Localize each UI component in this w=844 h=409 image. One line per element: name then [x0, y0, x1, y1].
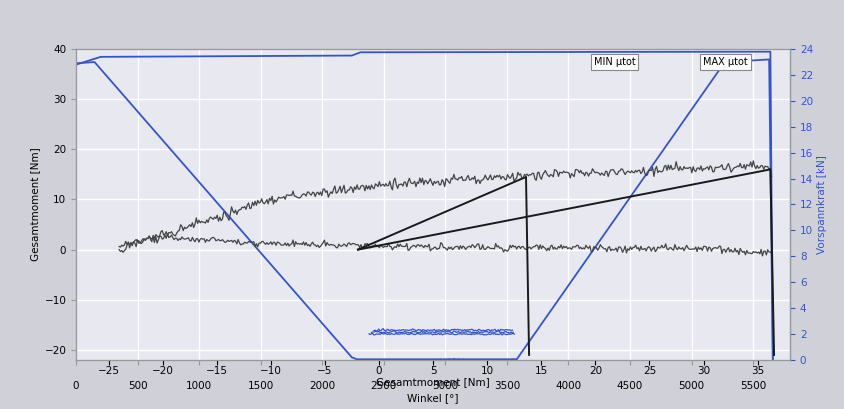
Text: MIN μtot: MIN μtot [593, 57, 635, 67]
Text: MAX μtot: MAX μtot [702, 57, 747, 67]
X-axis label: Gesamtmoment [Nm]: Gesamtmoment [Nm] [376, 378, 490, 388]
Y-axis label: Gesamtmoment [Nm]: Gesamtmoment [Nm] [30, 148, 41, 261]
X-axis label: Winkel [°]: Winkel [°] [407, 393, 458, 403]
Y-axis label: Vorspannkraft [kN]: Vorspannkraft [kN] [816, 155, 826, 254]
